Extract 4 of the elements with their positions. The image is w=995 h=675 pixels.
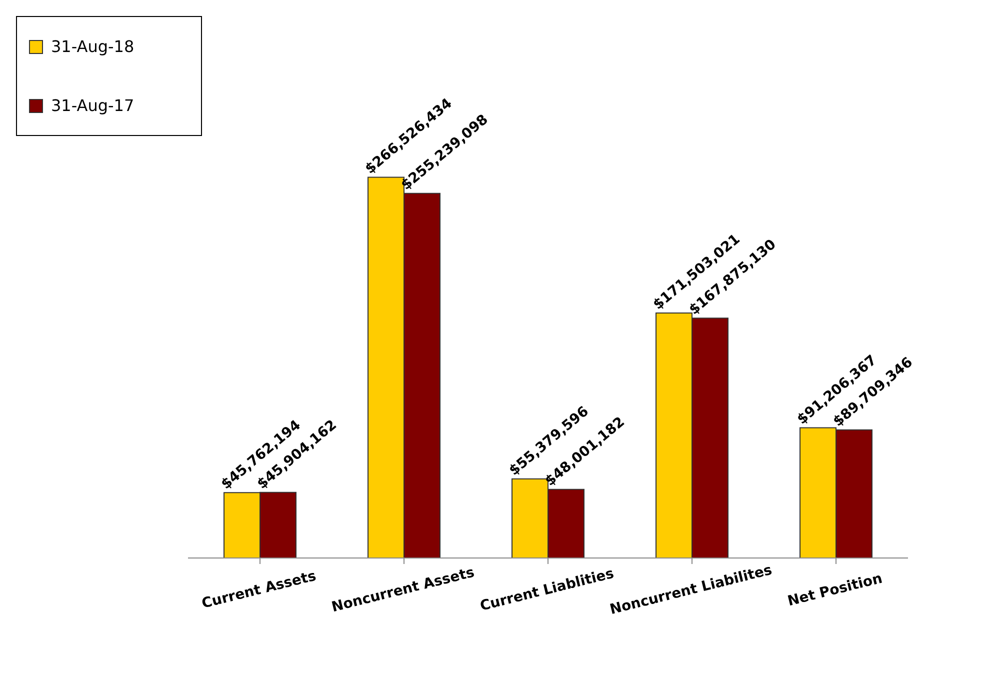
x-tick-label: Current Assets — [200, 568, 318, 612]
legend-label: 31-Aug-17 — [51, 96, 134, 115]
x-tick-label: Net Position — [786, 570, 884, 610]
legend-label: 31-Aug-18 — [51, 37, 134, 56]
